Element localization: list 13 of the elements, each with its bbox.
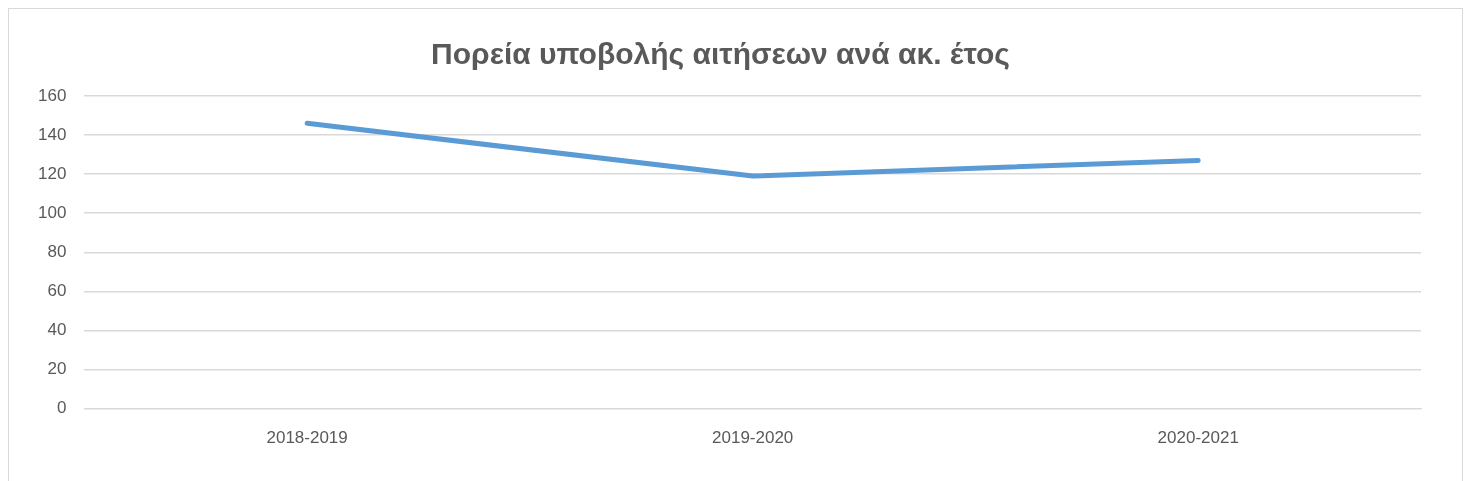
y-tick-label: 0 (56, 398, 67, 418)
y-tick-label: 40 (47, 320, 67, 340)
x-tick-label: 2019-2020 (712, 428, 794, 448)
y-tick-label: 160 (37, 85, 67, 105)
y-tick-label: 60 (47, 281, 67, 301)
y-tick-label: 140 (37, 124, 67, 144)
y-tick-label: 20 (47, 359, 67, 379)
x-tick-label: 2018-2019 (266, 428, 348, 448)
y-tick-label: 80 (47, 241, 67, 261)
chart-title: Πορεία υποβολής αιτήσεων ανά ακ. έτος (431, 37, 1010, 71)
y-tick-label: 120 (37, 163, 67, 183)
y-tick-label: 100 (37, 202, 67, 222)
x-tick-label: 2020-2021 (1157, 428, 1239, 448)
